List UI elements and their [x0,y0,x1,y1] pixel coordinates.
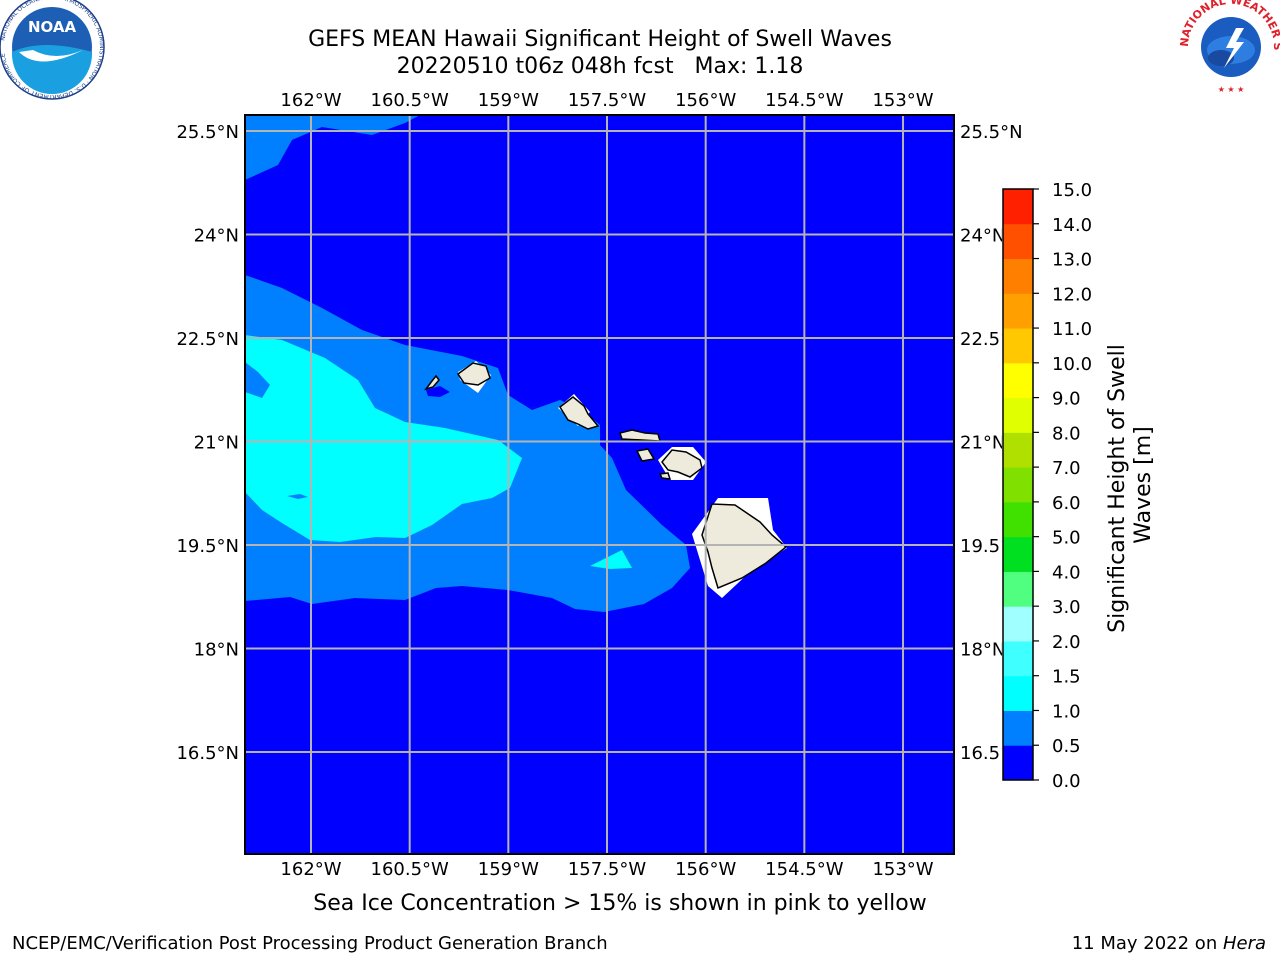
lon-tick-top: 159°W [478,90,539,111]
lat-tick-left: 16.5°N [176,743,239,764]
title-line-2: 20220510 t06z 048h fcst Max: 1.18 [396,54,804,79]
colorbar-bin [1003,536,1033,572]
lon-tick-top: 156°W [675,90,736,111]
colorbar-tick-label: 5.0 [1052,528,1081,549]
island-molokai [619,429,662,442]
footer-branch: NCEP/EMC/Verification Post Processing Pr… [12,933,608,954]
lat-tick-left: 19.5°N [176,536,239,557]
lon-tick-bottom: 153°W [872,859,933,880]
lat-tick-left: 25.5°N [176,122,239,143]
wave-contour-patch [590,550,632,569]
colorbar-tick-label: 4.0 [1052,562,1081,583]
colorbar-tick-label: 8.0 [1052,423,1081,444]
wave-contour-inset-small [287,494,308,499]
colorbar-tick-label: 7.0 [1052,458,1081,479]
colorbar-tick-label: 6.0 [1052,493,1081,514]
colorbar-tick-label: 10.0 [1052,354,1092,375]
island-niihau [424,374,440,391]
colorbar-bin [1003,432,1033,468]
lat-tick-labels-left: 25.5°N 24°N 22.5°N 21°N 19.5°N 18°N 16.5°N [176,122,239,764]
lat-tick-right: 18°N [960,640,1005,661]
lat-tick-right: 21°N [960,433,1005,454]
colorbar-tick-label: 0.5 [1052,736,1081,757]
colorbar-tick-label: 3.0 [1052,597,1081,618]
svg-text:★ ★ ★: ★ ★ ★ [1218,85,1245,94]
lon-tick-bottom: 154.5°W [765,859,844,880]
colorbar-bin [1003,745,1033,781]
title-line-1: GEFS MEAN Hawaii Significant Height of S… [308,27,892,52]
lon-tick-top: 154.5°W [765,90,844,111]
colorbar-bin [1003,258,1033,294]
colorbar-tick-label: 0.0 [1052,771,1081,792]
island-kahoolawe [658,472,672,480]
colorbar-tick-label: 14.0 [1052,215,1092,236]
map-area [245,115,954,854]
noaa-logo-text: NOAA [28,18,77,36]
island-maui [661,449,703,478]
lon-tick-bottom: 157.5°W [568,859,647,880]
lon-tick-top: 153°W [872,90,933,111]
sea-ice-note: Sea Ice Concentration > 15% is shown in … [313,891,927,916]
footer-host: Hera [1222,933,1266,954]
lat-tick-left: 18°N [194,640,239,661]
lat-tick-right: 24°N [960,226,1005,247]
lon-tick-bottom: 162°W [280,859,341,880]
colorbar-tick-label: 9.0 [1052,389,1081,410]
wave-contour-pocket [426,386,450,397]
colorbar-bin [1003,362,1033,399]
map-grid [245,115,954,854]
wave-contour-inset-left [245,362,270,398]
colorbar-tick-label: 15.0 [1052,180,1092,201]
footer-date: 11 May 2022 on Hera [1072,933,1266,954]
colorbar-bin [1003,501,1033,538]
footer-date-text: 11 May 2022 on [1071,933,1223,954]
lon-tick-labels-top: 162°W 160.5°W 159°W 157.5°W 156°W 154.5°W 153°… [280,90,933,111]
colorbar-bin [1003,328,1033,364]
colorbar-bin [1003,675,1033,711]
lon-tick-bottom: 159°W [478,859,539,880]
map-frame [244,114,955,855]
lat-tick-left: 21°N [194,433,239,454]
colorbar-bin [1003,710,1033,746]
lat-tick-left: 24°N [194,226,239,247]
colorbar-bin [1003,223,1033,260]
colorbar-tick-labels: 0.0 0.5 1.0 1.5 2.0 3.0 4.0 5.0 6.0 7.0 8.0 9.0 10.0… [1033,180,1092,792]
nws-logo: NATIONAL WEATHER SERVICE ★ ★ ★ [1176,0,1280,99]
colorbar-bin [1003,571,1033,607]
noaa-logo: NATIONAL OCEANIC AND ATMOSPHERIC ADMINIS… [0,0,105,100]
colorbar-tick-label: 1.0 [1052,701,1081,722]
colorbar-bin [1003,606,1033,642]
colorbar [1002,188,1036,781]
lat-tick-left: 22.5°N [176,329,239,350]
colorbar-label: Significant Height of Swell Waves [m] [1105,337,1156,633]
colorbar-tick-label: 12.0 [1052,284,1092,305]
lon-tick-top: 157.5°W [568,90,647,111]
colorbar-tick-label: 2.0 [1052,632,1081,653]
lon-tick-top: 160.5°W [371,90,450,111]
colorbar-bin [1003,293,1033,329]
wave-contour-high [245,335,522,542]
chart-title: GEFS MEAN Hawaii Significant Height of S… [0,26,1200,80]
colorbar-frame [1002,188,1034,781]
colorbar-bin [1003,640,1033,677]
colorbar-tick-label: 13.0 [1052,250,1092,271]
lon-tick-top: 162°W [280,90,341,111]
lon-tick-bottom: 160.5°W [371,859,450,880]
lat-tick-right: 25.5°N [960,122,1023,143]
colorbar-bin [1003,397,1033,433]
colorbar-tick-label: 1.5 [1052,667,1081,688]
colorbar-bin [1003,467,1033,503]
island-lanai [635,448,656,462]
island-kauai [456,362,491,386]
colorbar-tick-label: 11.0 [1052,319,1092,340]
lon-tick-labels-bottom: 162°W 160.5°W 159°W 157.5°W 156°W 154.5°W 153°… [280,859,933,880]
lon-tick-bottom: 156°W [675,859,736,880]
island-oahu [559,396,600,430]
colorbar-bin [1003,189,1033,225]
